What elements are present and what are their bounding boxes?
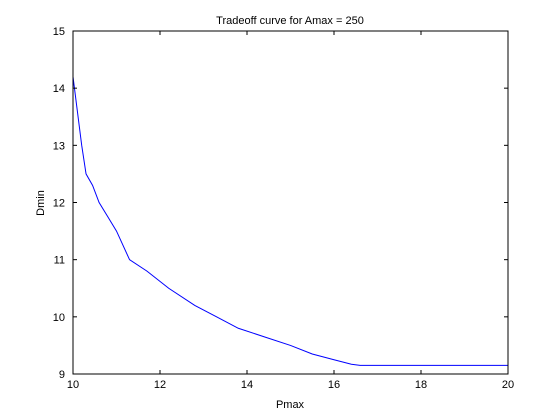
y-tick-label: 15 [53, 26, 65, 38]
series-line [72, 76, 508, 366]
y-tick-label: 11 [54, 255, 65, 267]
x-tick-label: 14 [241, 379, 253, 391]
y-tick-label: 10 [53, 312, 65, 324]
y-axis-label: Dmin [35, 190, 47, 216]
x-axis-label: Pmax [276, 399, 305, 411]
x-tick-label: 20 [502, 379, 514, 391]
plot-area [73, 31, 508, 374]
plot-frame [72, 30, 509, 375]
y-tick-label: 9 [59, 369, 65, 381]
y-tick-label: 12 [53, 198, 65, 210]
y-tick-label: 13 [53, 140, 65, 152]
x-tick-label: 10 [67, 379, 79, 391]
x-tick-label: 16 [328, 379, 340, 391]
series-layer [72, 76, 508, 366]
y-tick-label: 14 [53, 83, 65, 95]
chart-title: Tradeoff curve for Amax = 250 [216, 15, 364, 27]
x-tick-label: 12 [154, 379, 166, 391]
x-tick-label: 18 [415, 379, 427, 391]
